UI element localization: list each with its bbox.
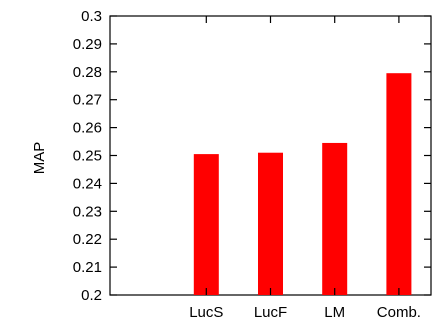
y-tick-label: 0.27 xyxy=(73,92,102,109)
y-tick-label: 0.26 xyxy=(73,120,102,137)
x-tick-label: LucF xyxy=(254,304,287,321)
x-tick-label: Comb. xyxy=(377,304,421,321)
y-axis-ticks: 0.2 0.21 0.22 0.23 0.24 0.25 0.26 0.27 0.28 0.29 0… xyxy=(73,8,431,304)
y-tick-label: 0.24 xyxy=(73,175,102,192)
bar-lucs xyxy=(193,154,219,295)
y-tick-label: 0.3 xyxy=(81,8,102,25)
y-tick-label: 0.23 xyxy=(73,203,102,220)
y-tick-label: 0.2 xyxy=(81,287,102,304)
bars xyxy=(193,73,412,295)
y-tick-label: 0.22 xyxy=(73,231,102,248)
y-tick-label: 0.25 xyxy=(73,148,102,165)
x-tick-label: LucS xyxy=(189,304,223,321)
y-axis-label: MAP xyxy=(31,142,48,175)
y-tick-label: 0.29 xyxy=(73,36,102,53)
y-tick-label: 0.28 xyxy=(73,64,102,81)
x-tick-label: LM xyxy=(324,304,345,321)
x-axis-ticks: LucS LucF LM Comb. xyxy=(189,16,421,321)
y-tick-label: 0.21 xyxy=(73,259,102,276)
bar-lm xyxy=(322,142,348,295)
bar-lucf xyxy=(258,152,283,295)
bar-comb xyxy=(386,73,412,295)
